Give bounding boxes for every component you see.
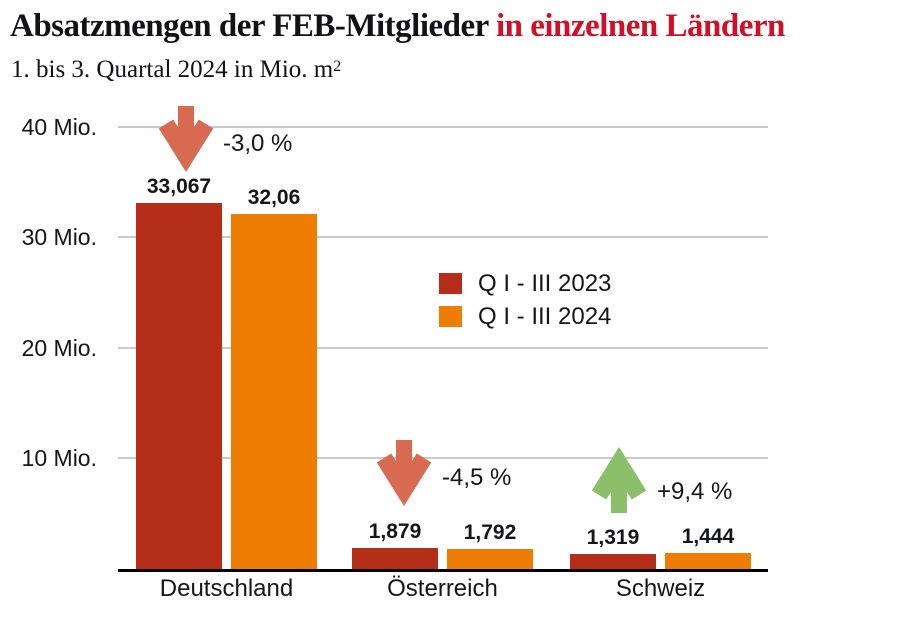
y-gridline [118, 457, 768, 459]
bar-value-label: 32,06 [247, 186, 301, 209]
bar-österreich-2023 [352, 548, 438, 569]
y-axis-tick-label: 20 Mio. [21, 335, 97, 361]
x-axis-category-label: Deutschland [159, 575, 294, 602]
bar-deutschland-2024 [231, 214, 317, 569]
bar-schweiz-2024 [665, 553, 751, 569]
percent-change-label: +9,4 % [657, 478, 733, 505]
y-axis-tick-label: 10 Mio. [21, 445, 97, 471]
legend-item: Q I - III 2024 [439, 303, 611, 330]
bar-value-label: 1,792 [463, 521, 517, 544]
bar-value-label: 1,319 [586, 526, 640, 549]
y-gridline [118, 126, 768, 128]
legend-item-label: Q I - III 2024 [478, 303, 612, 330]
x-axis-line [118, 569, 768, 572]
percent-change-label: -4,5 % [442, 464, 512, 491]
bar-deutschland-2023 [136, 203, 222, 569]
chart-title: Absatzmengen der FEB-Mitglieder in einze… [10, 6, 915, 46]
arrow-up-icon [591, 446, 647, 513]
bar-value-label: 33,067 [146, 175, 212, 198]
chart-subtitle-superscript: 2 [333, 58, 342, 75]
bar-österreich-2024 [447, 549, 533, 569]
chart-title-red: in einzelnen Ländern [495, 8, 785, 44]
legend: Q I - III 2023 Q I - III 2024 [439, 270, 611, 336]
legend-item: Q I - III 2023 [439, 270, 611, 297]
legend-color-swatch [439, 306, 462, 327]
bar-schweiz-2023 [570, 554, 656, 569]
percent-change-label: -3,0 % [223, 130, 293, 157]
bar-value-label: 1,444 [681, 525, 735, 548]
x-axis-category-label: Österreich [387, 575, 498, 602]
x-axis-category-label: Schweiz [615, 575, 706, 602]
chart-title-black: Absatzmengen der FEB-Mitglieder [10, 8, 489, 44]
arrow-down-icon [158, 106, 214, 173]
arrow-down-icon [376, 440, 432, 507]
chart-subtitle: 1. bis 3. Quartal 2024 in Mio. m2 [11, 52, 341, 85]
y-gridline [118, 347, 768, 349]
legend-item-label: Q I - III 2023 [478, 270, 612, 297]
y-axis-tick-label: 40 Mio. [21, 114, 97, 140]
bar-value-label: 1,879 [368, 520, 422, 543]
legend-color-swatch [439, 273, 462, 294]
y-axis-tick-label: 30 Mio. [21, 224, 97, 250]
chart-subtitle-text: 1. bis 3. Quartal 2024 in Mio. m [11, 56, 334, 83]
y-gridline [118, 236, 768, 238]
